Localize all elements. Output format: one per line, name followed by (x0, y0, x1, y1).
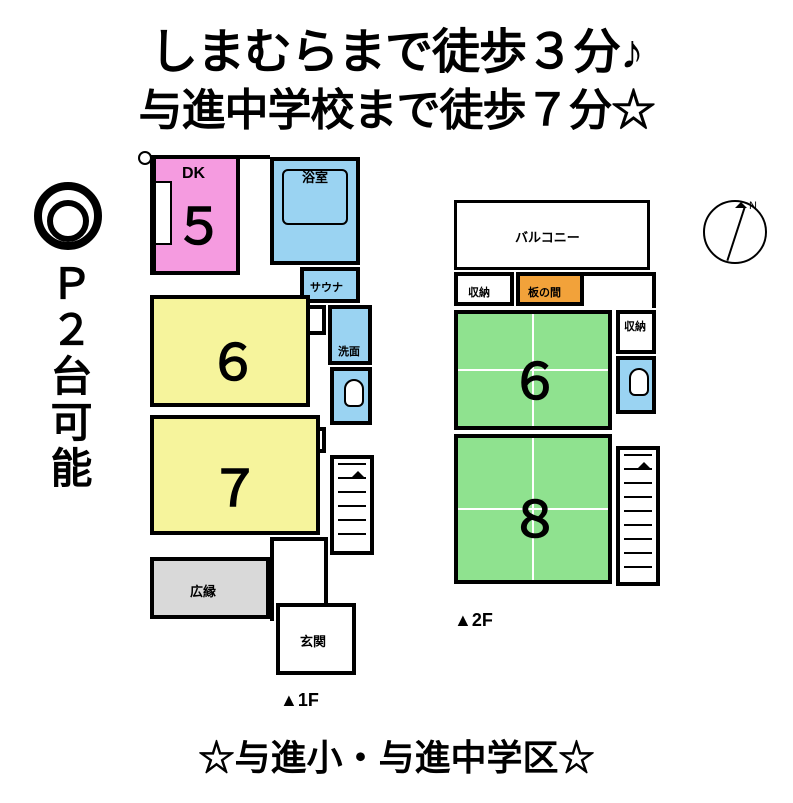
parking-vertical-text: Ｐ２台可能 (46, 262, 90, 492)
headline-1: しまむらまで徒歩３分♪ (0, 12, 793, 82)
dk-size: ５ (174, 187, 224, 259)
floor-1f-label: ▲1F (280, 690, 319, 711)
floorplan-1f: DK ５ 浴室 サウナ 収納 洗面 ６ 収納 ７ 広縁 (150, 155, 410, 715)
floorplan-2f: バルコニー 収納 板の間 収納 ６ ８ (430, 200, 720, 670)
toilet-icon (344, 379, 364, 407)
storage-4: 収納 (616, 310, 656, 354)
threshold-1 (240, 155, 270, 275)
stair-steps-icon (624, 454, 652, 578)
stair-1f (330, 455, 374, 555)
stair-2f (616, 446, 660, 586)
sauna-label: サウナ (310, 279, 343, 295)
hiroen-label: 広縁 (190, 581, 216, 600)
room-bath: 浴室 (270, 157, 360, 265)
room8-label: ８ (510, 480, 560, 552)
room-toilet-1f (330, 367, 372, 425)
bullet-circle-icon (34, 182, 102, 250)
door-arc-icon (138, 151, 152, 165)
storage4-label: 収納 (624, 318, 646, 334)
room6-label: ６ (208, 323, 258, 395)
room-6-1f: ６ (150, 295, 310, 407)
balcony-label: バルコニー (515, 227, 580, 246)
toilet-icon (629, 368, 649, 396)
itanoma-label: 板の間 (528, 284, 561, 300)
footer-text: ☆与進小・与進中学区☆ (0, 729, 793, 781)
room-itanoma: 板の間 (516, 272, 584, 306)
genkan-label: 玄関 (300, 631, 326, 650)
left-column: Ｐ２台可能 (28, 182, 108, 492)
room-toilet-2f (616, 356, 656, 414)
stair-arrow-icon (638, 456, 650, 468)
corridor-2f (584, 272, 656, 308)
compass-n-label: N (749, 200, 757, 212)
kitchen-counter-icon (154, 181, 172, 245)
room7-label: ７ (210, 449, 260, 521)
room-hiroen: 広縁 (150, 557, 270, 619)
room6b-label: ６ (510, 342, 560, 414)
room-8-2f: ８ (454, 434, 612, 584)
dk-label: DK (182, 165, 205, 183)
storage3-label: 収納 (468, 284, 490, 300)
room-7-1f: ７ (150, 415, 320, 535)
storage-3: 収納 (454, 272, 514, 306)
room-dk: DK ５ (150, 155, 240, 275)
stair-arrow-icon (352, 465, 364, 477)
headline-2: 与進中学校まで徒歩７分☆ (0, 74, 793, 138)
bath-label: 浴室 (302, 167, 328, 186)
room-genkan: 玄関 (276, 603, 356, 675)
wash-label: 洗面 (338, 343, 360, 359)
room-balcony: バルコニー (454, 200, 650, 270)
room-wash: 洗面 (328, 305, 372, 365)
floor-2f-label: ▲2F (454, 610, 493, 631)
room-6-2f: ６ (454, 310, 612, 430)
